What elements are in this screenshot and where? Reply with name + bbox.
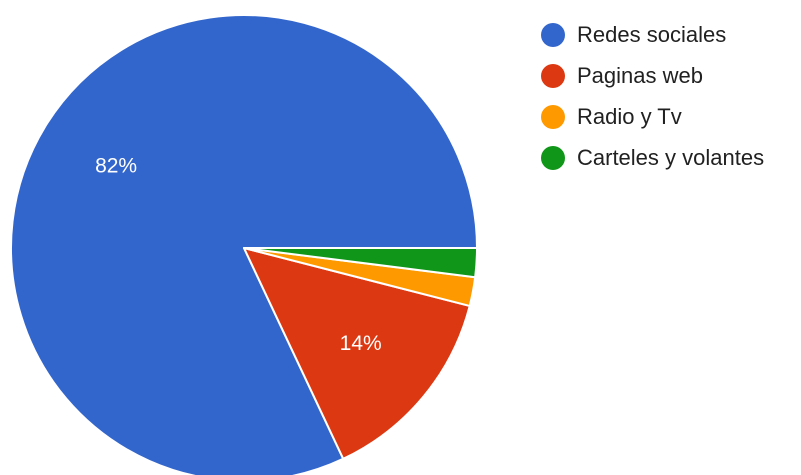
chart-legend: Redes sociales Paginas web Radio y Tv Ca… <box>541 14 764 178</box>
legend-label: Radio y Tv <box>577 103 682 129</box>
legend-swatch-icon <box>541 63 565 88</box>
pie-slice-redes-sociales[interactable] <box>10 13 478 475</box>
pie-slices <box>10 13 478 475</box>
legend-item-redes-sociales[interactable]: Redes sociales <box>541 14 764 55</box>
pie-slice-carteles-y-volantes[interactable] <box>243 247 478 279</box>
pie-slice-value-label: 82% <box>95 154 137 177</box>
legend-label: Redes sociales <box>577 21 727 47</box>
legend-swatch-icon <box>541 22 565 47</box>
pie-slice-value-label: 14% <box>340 332 382 355</box>
legend-label: Paginas web <box>577 62 703 88</box>
legend-item-carteles-y-volantes[interactable]: Carteles y volantes <box>541 137 764 178</box>
legend-swatch-icon <box>541 104 565 129</box>
legend-label: Carteles y volantes <box>577 144 765 170</box>
pie-slice-paginas-web[interactable] <box>243 247 471 460</box>
legend-swatch-icon <box>541 145 565 170</box>
legend-item-radio-y-tv[interactable]: Radio y Tv <box>541 96 764 137</box>
legend-item-paginas-web[interactable]: Paginas web <box>541 55 764 96</box>
pie-slice-labels: 82% 14% <box>95 154 382 355</box>
